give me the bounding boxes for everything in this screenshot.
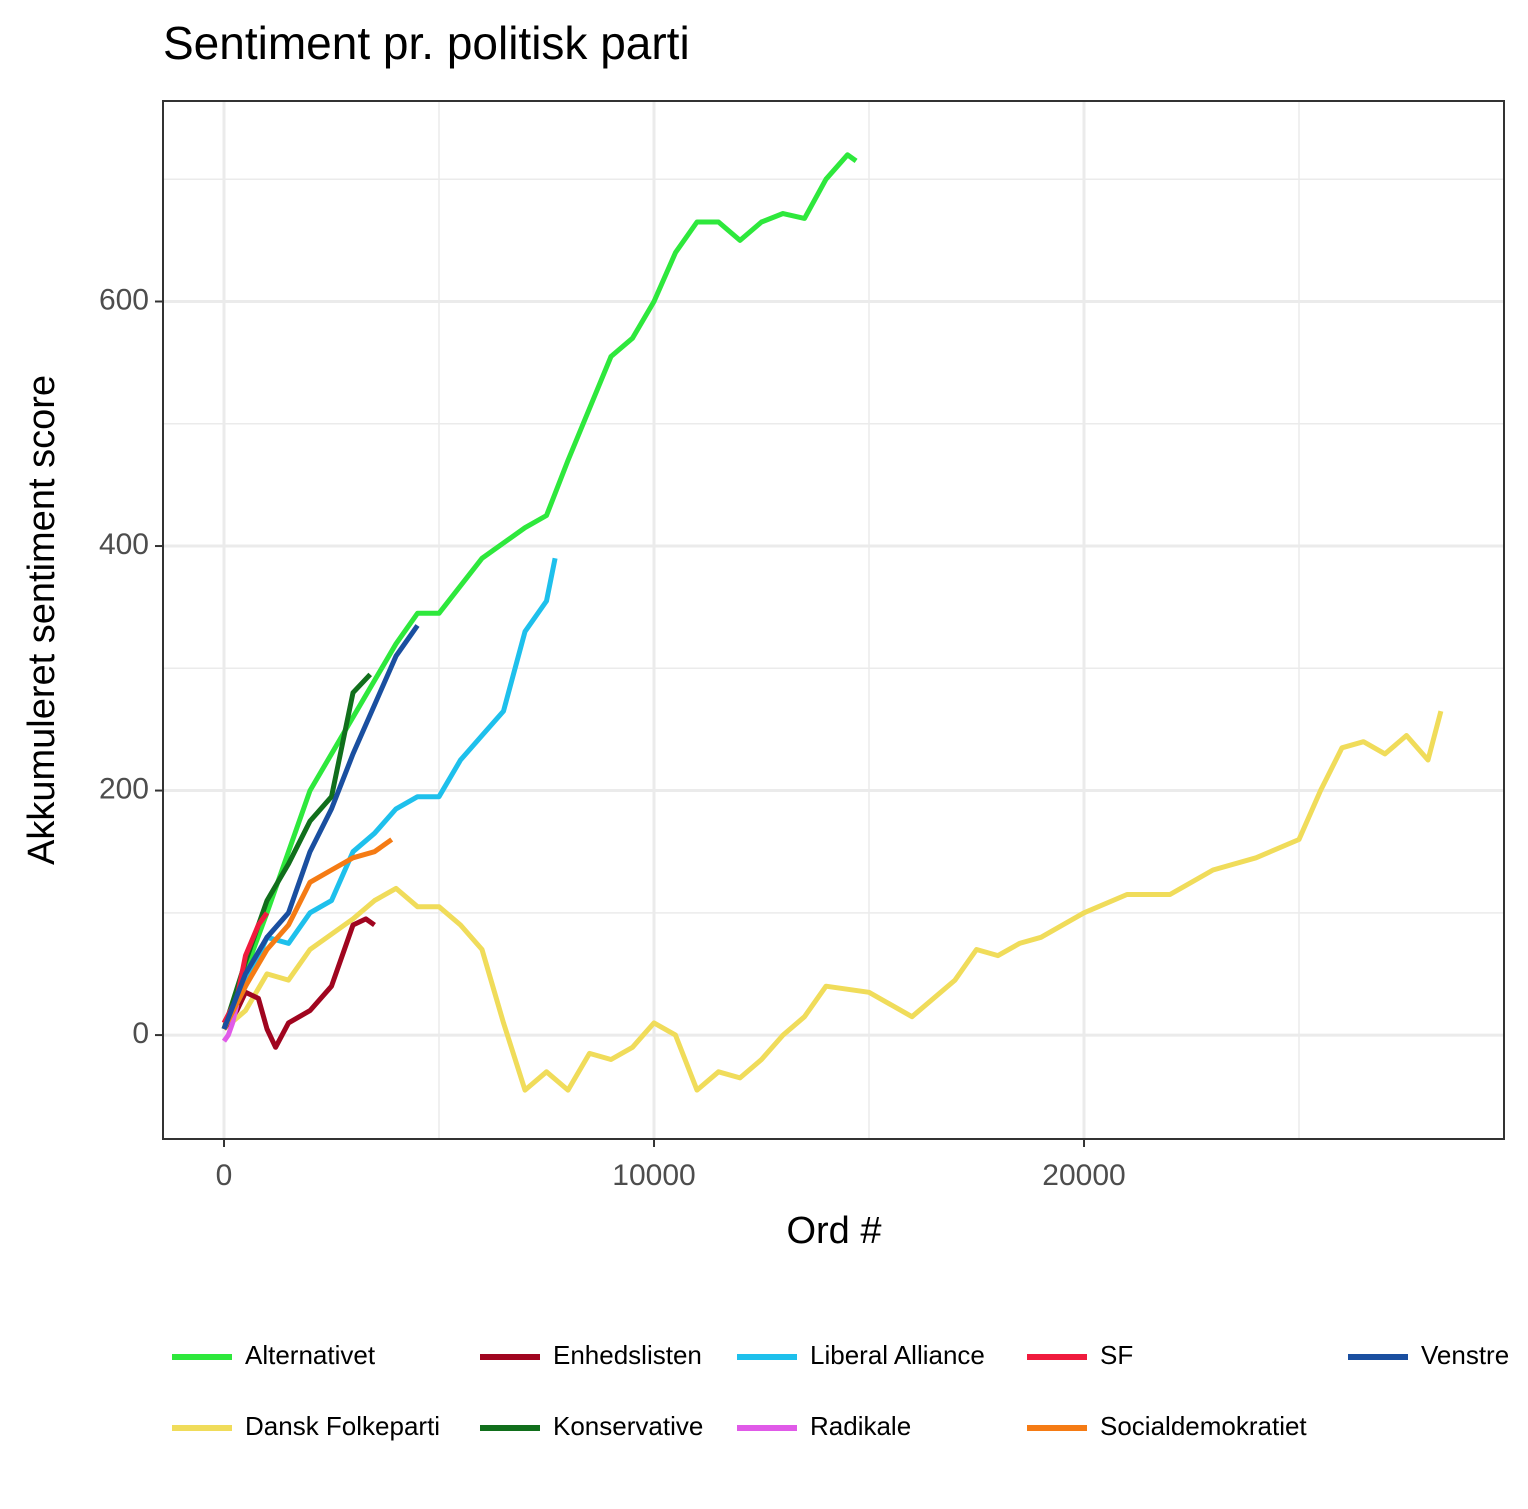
y-tick-label: 200 bbox=[99, 772, 149, 805]
legend-label: Dansk Folkeparti bbox=[245, 1411, 440, 1441]
y-tick-label: 600 bbox=[99, 283, 149, 316]
legend-label: Socialdemokratiet bbox=[1100, 1411, 1307, 1441]
series-line bbox=[221, 152, 858, 1030]
series-line bbox=[221, 1003, 240, 1043]
x-tick-label: 10000 bbox=[612, 1159, 695, 1192]
x-tick-label: 20000 bbox=[1042, 1159, 1125, 1192]
legend-label: Alternativet bbox=[245, 1340, 376, 1370]
series-line bbox=[221, 624, 420, 1030]
plot-border bbox=[162, 100, 1505, 1140]
series-line bbox=[221, 837, 394, 1031]
y-axis-title: Akkumuleret sentiment score bbox=[21, 375, 63, 865]
series-line bbox=[221, 557, 558, 1031]
legend-label: Venstre bbox=[1421, 1340, 1509, 1370]
y-tick-label: 400 bbox=[99, 528, 149, 561]
x-axis-title: Ord # bbox=[786, 1210, 881, 1252]
x-tick-label: 0 bbox=[216, 1159, 233, 1192]
legend-label: Enhedslisten bbox=[553, 1340, 702, 1370]
series-line bbox=[221, 916, 376, 1050]
legend-label: Konservative bbox=[553, 1411, 703, 1441]
chart-title: Sentiment pr. politisk parti bbox=[163, 17, 690, 69]
legend-label: Liberal Alliance bbox=[810, 1340, 985, 1370]
y-tick-label: 0 bbox=[132, 1017, 149, 1050]
legend-label: SF bbox=[1100, 1340, 1133, 1370]
series-line bbox=[222, 710, 1444, 1093]
legend-label: Radikale bbox=[810, 1411, 911, 1441]
